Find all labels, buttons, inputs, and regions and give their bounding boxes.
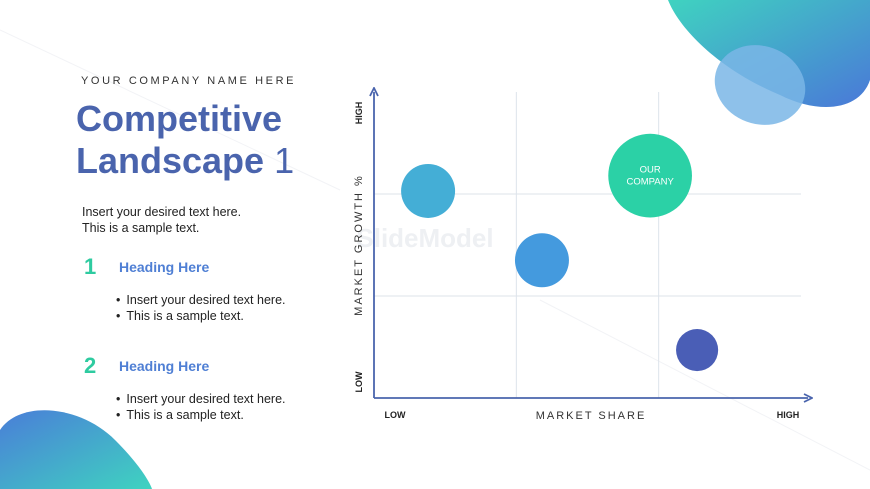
bullet-item: This is a sample text. bbox=[116, 407, 286, 423]
step-number-1: 1 bbox=[84, 254, 97, 279]
company-name: YOUR COMPANY NAME HERE bbox=[81, 75, 297, 87]
x-tick-high: HIGH bbox=[777, 410, 800, 420]
bubble-label: OUR COMPANY bbox=[626, 165, 674, 188]
bubble-point-2 bbox=[514, 233, 569, 288]
title-number: 1 bbox=[274, 140, 295, 181]
bottom-left-blob bbox=[0, 410, 152, 489]
page-title: Competitive Landscape 1 bbox=[76, 98, 294, 182]
bubble-point-1 bbox=[401, 163, 456, 218]
title-line-1: Competitive bbox=[76, 98, 283, 139]
bullet-item: Insert your desired text here. bbox=[116, 391, 285, 407]
y-axis-label: MARKET GROWTH % bbox=[353, 174, 365, 316]
step-heading-2: Heading Here bbox=[119, 358, 210, 374]
y-tick-high: HIGH bbox=[354, 102, 364, 125]
title-line-2: Landscape 1 bbox=[76, 140, 294, 182]
intro-text: Insert your desired text here. This is a… bbox=[82, 204, 241, 236]
title-word: Landscape bbox=[76, 140, 265, 181]
step-heading-1: Heading Here bbox=[119, 259, 210, 275]
top-right-bubble bbox=[714, 45, 806, 125]
decor-line bbox=[0, 29, 341, 191]
x-axis-label: MARKET SHARE bbox=[536, 410, 647, 422]
step-bullets-2: Insert your desired text here. This is a… bbox=[116, 391, 286, 423]
bullet-item: Insert your desired text here. bbox=[116, 292, 285, 308]
y-tick-low: LOW bbox=[354, 371, 364, 392]
watermark-text: SlideModel bbox=[356, 223, 493, 253]
step-bullets-1: Insert your desired text here. This is a… bbox=[116, 292, 286, 324]
x-tick-low: LOW bbox=[385, 410, 406, 420]
decor-line bbox=[539, 299, 870, 471]
bubble-point-4 bbox=[676, 329, 719, 372]
intro-line-2: This is a sample text. bbox=[82, 221, 200, 235]
bullet-item: This is a sample text. bbox=[116, 308, 286, 324]
bubble-point-3 bbox=[608, 133, 692, 218]
step-number-2: 2 bbox=[84, 353, 97, 378]
intro-line-1: Insert your desired text here. bbox=[82, 205, 242, 219]
chart-points: OUR COMPANY bbox=[401, 133, 719, 372]
